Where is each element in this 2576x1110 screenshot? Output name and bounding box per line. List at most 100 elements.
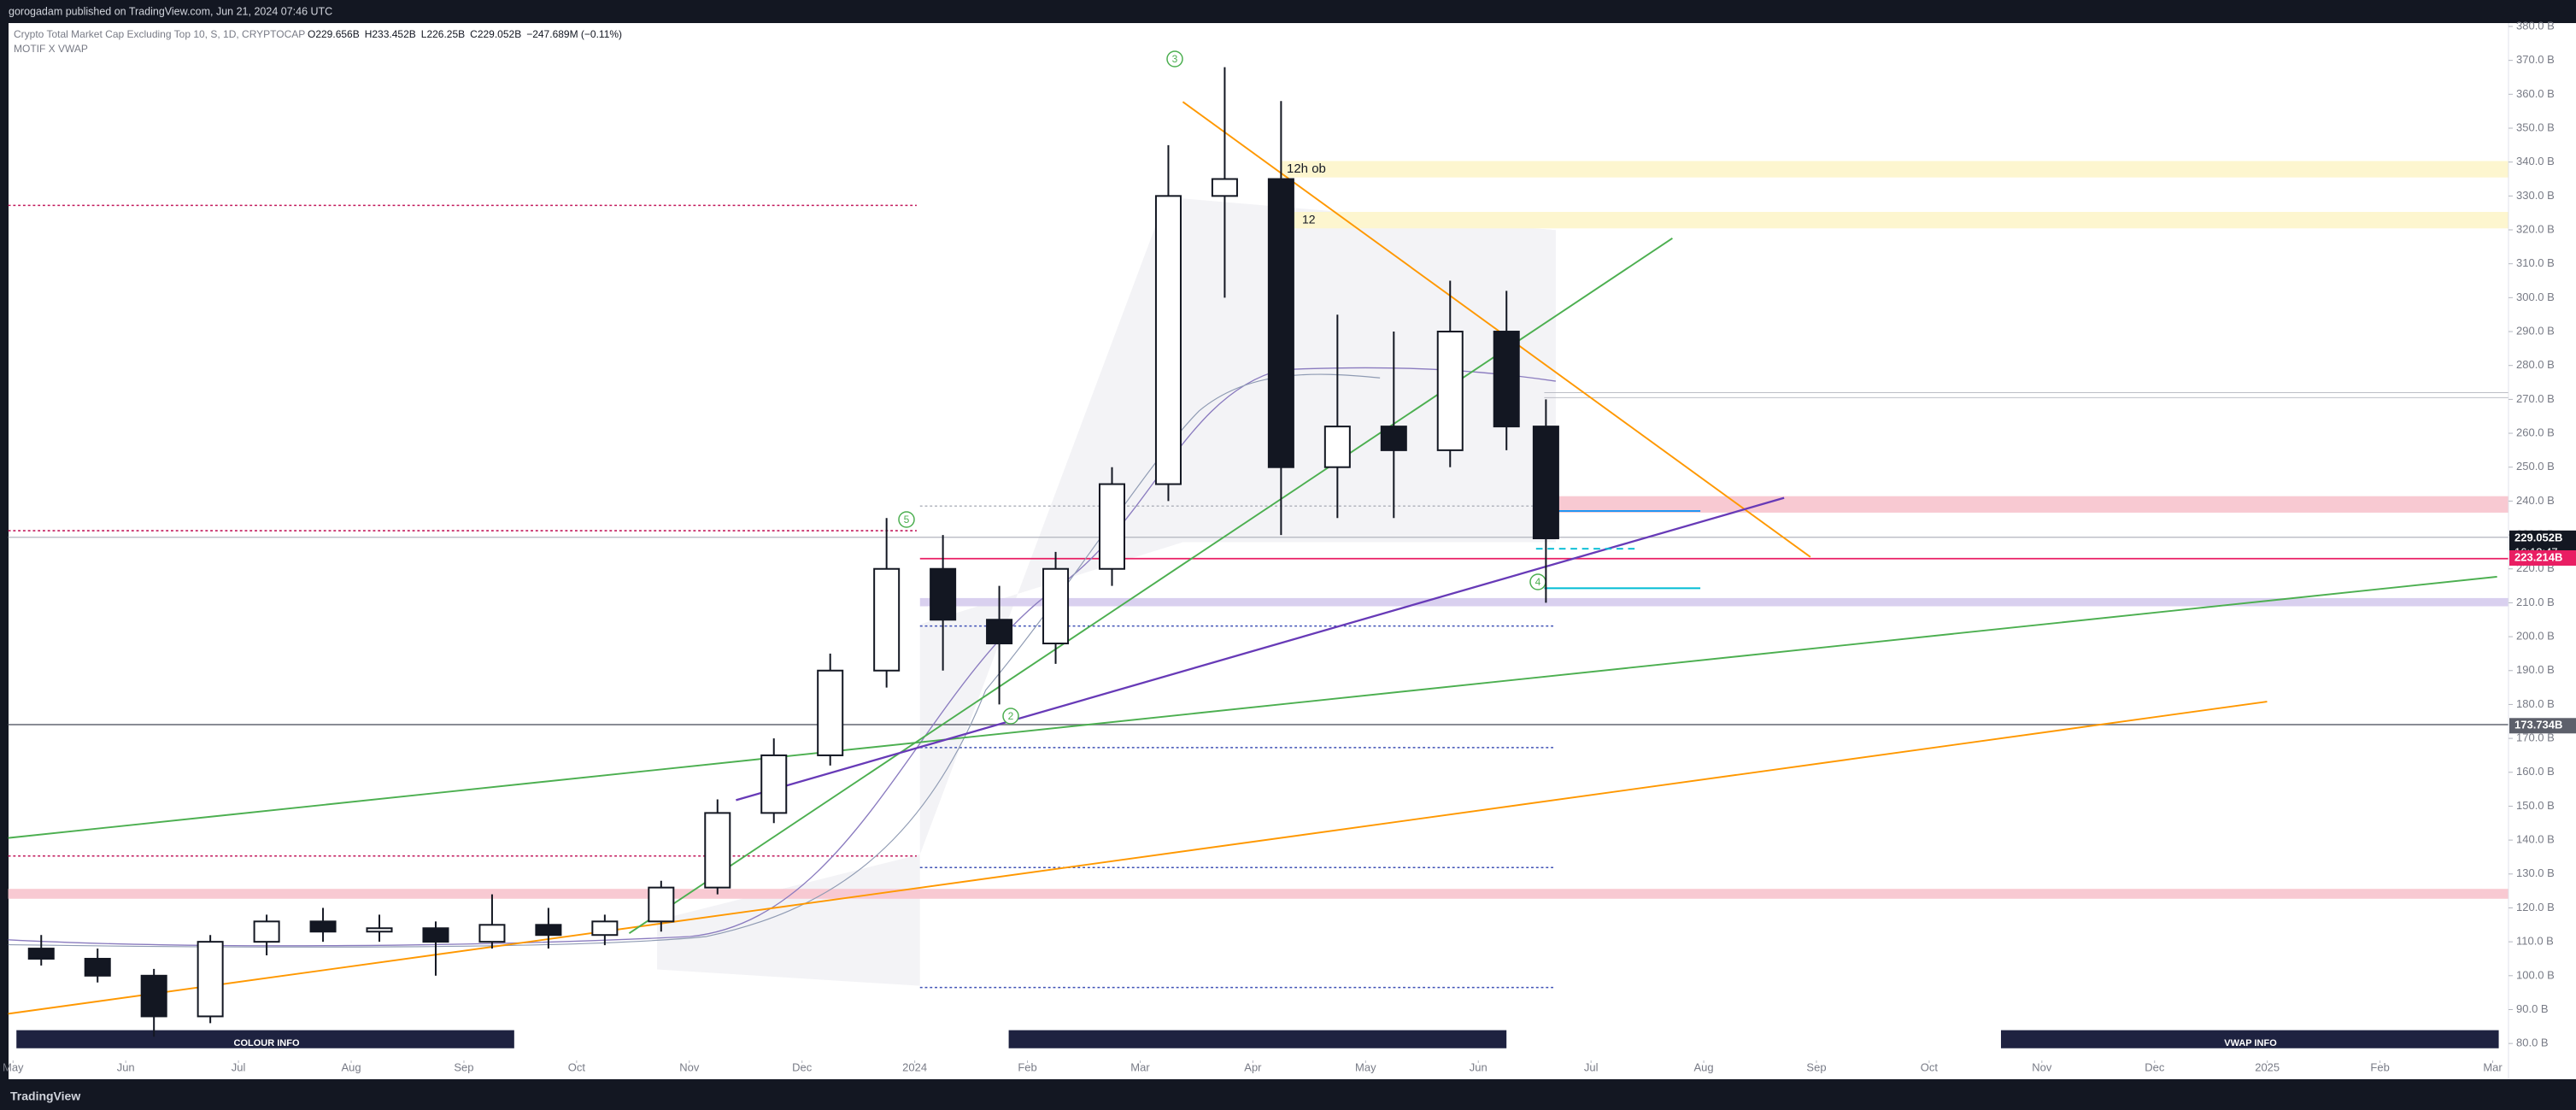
- y-tick-label: 300.0 B: [2516, 291, 2555, 303]
- x-tick-label: Jul: [1584, 1060, 1599, 1073]
- x-tick-label: 2025: [2255, 1060, 2280, 1073]
- button-bg: [1008, 1030, 1507, 1048]
- brand: TradingView: [10, 1089, 80, 1103]
- trendline-green: [8, 575, 2497, 839]
- candle-body: [704, 812, 731, 889]
- vwap-line: [8, 367, 1556, 947]
- candle-body: [1042, 567, 1070, 645]
- candle-body: [1154, 195, 1182, 485]
- x-tick-label: Oct: [568, 1060, 586, 1073]
- y-tick-label: 370.0 B: [2516, 53, 2555, 66]
- candle-body: [366, 927, 393, 933]
- candle-body: [1267, 178, 1294, 468]
- candle-body: [27, 948, 55, 960]
- y-tick-label: 380.0 B: [2516, 19, 2555, 32]
- y-tick-label: 170.0 B: [2516, 731, 2555, 744]
- y-tick-label: 100.0 B: [2516, 968, 2555, 981]
- y-tick-label: 140.0 B: [2516, 833, 2555, 846]
- x-tick-label: Apr: [1244, 1060, 1262, 1073]
- x-tick-label: May: [1355, 1060, 1376, 1073]
- button-label[interactable]: COLOUR INFO: [234, 1038, 300, 1048]
- annotation: 12h ob: [1287, 162, 1326, 176]
- y-tick-label: 290.0 B: [2516, 324, 2555, 337]
- wave-label: 3: [1172, 53, 1178, 65]
- x-tick-label: May: [3, 1060, 24, 1073]
- publisher-line: gorogadam published on TradingView.com, …: [9, 5, 332, 17]
- x-tick-label: Aug: [341, 1060, 361, 1073]
- candle-body: [591, 920, 619, 937]
- y-tick-label: 110.0 B: [2516, 935, 2554, 948]
- y-tick-label: 240.0 B: [2516, 494, 2555, 507]
- candle-body: [1098, 483, 1126, 570]
- trendline-orange: [1182, 101, 1811, 558]
- y-tick-label: 280.0 B: [2516, 358, 2555, 371]
- candle-body: [1532, 426, 1559, 540]
- candle-body: [648, 886, 675, 923]
- x-tick-label: Oct: [1921, 1060, 1939, 1073]
- y-tick-label: 130.0 B: [2516, 866, 2555, 879]
- ohlc-header: O229.656B H233.452B L226.25B C229.052B −247.…: [308, 28, 622, 40]
- candle-body: [760, 754, 788, 814]
- x-tick-label: Jul: [232, 1060, 246, 1073]
- candle-body: [1211, 178, 1238, 197]
- button-bg: [2000, 1030, 2499, 1048]
- price-label: 229.052B: [2514, 531, 2562, 543]
- candle-body: [1493, 331, 1520, 428]
- candle-body: [309, 920, 337, 933]
- x-tick-label: Nov: [2032, 1060, 2052, 1073]
- button-bg: [16, 1030, 514, 1048]
- y-tick-label: 250.0 B: [2516, 460, 2555, 473]
- wave-circle: [1002, 708, 1019, 725]
- candle-body: [1380, 426, 1407, 451]
- candle-body: [873, 567, 901, 672]
- x-tick-label: Sep: [454, 1060, 473, 1073]
- price-label: 173.734B: [2514, 719, 2562, 731]
- candle-body: [197, 941, 224, 1018]
- indicator-name: MOTIF X VWAP: [14, 43, 88, 55]
- y-tick-label: 270.0 B: [2516, 392, 2555, 405]
- candle-body: [478, 924, 506, 943]
- x-tick-label: Mar: [1130, 1060, 1150, 1073]
- y-tick-label: 160.0 B: [2516, 765, 2555, 778]
- x-tick-label: Feb: [2370, 1060, 2389, 1073]
- zone-12h-ob: [1281, 161, 2509, 178]
- ohlc-value: L226.25B: [421, 28, 465, 40]
- candle-body: [930, 567, 957, 621]
- x-tick-label: Feb: [1018, 1060, 1036, 1073]
- trendline-orange: [8, 701, 2268, 1015]
- y-tick-label: 90.0 B: [2516, 1002, 2549, 1015]
- volume-profile-shade: [657, 197, 1556, 986]
- x-tick-label: Sep: [1806, 1060, 1826, 1073]
- candle-body: [535, 924, 562, 937]
- y-tick-label: 180.0 B: [2516, 697, 2555, 710]
- y-tick-label: 310.0 B: [2516, 256, 2555, 269]
- y-tick-label: 120.0 B: [2516, 901, 2555, 913]
- annotation: 12: [1302, 213, 1316, 226]
- y-tick-label: 360.0 B: [2516, 87, 2555, 100]
- ohlc-value: O229.656B: [308, 28, 360, 40]
- wave-labels: 3 5 2 4: [898, 50, 1546, 725]
- x-tick-label: Jun: [1470, 1060, 1488, 1073]
- price-label-bg: [2509, 718, 2576, 734]
- zone-lavender: [919, 597, 2509, 607]
- candle-body: [817, 669, 844, 756]
- y-tick-label: 210.0 B: [2516, 596, 2555, 608]
- ohlc-value: −247.689M (−0.11%): [526, 28, 622, 40]
- y-tick-label: 320.0 B: [2516, 222, 2555, 235]
- price-label-bg: [2509, 549, 2576, 566]
- y-tick-label: 150.0 B: [2516, 799, 2555, 812]
- candle-body: [84, 957, 111, 977]
- drawings: [8, 101, 2509, 1048]
- wave-circle: [1166, 50, 1183, 68]
- x-tick-label: Jun: [117, 1060, 135, 1073]
- y-tick-label: 80.0 B: [2516, 1037, 2549, 1049]
- zone-support: [8, 889, 2509, 899]
- zone-12: [1289, 212, 2509, 229]
- wave-label: 4: [1535, 576, 1541, 588]
- x-tick-label: Dec: [792, 1060, 813, 1073]
- button-label[interactable]: VWAP INFO: [2224, 1038, 2277, 1048]
- dotted-levels: [8, 204, 1556, 989]
- y-tick-label: 330.0 B: [2516, 189, 2555, 202]
